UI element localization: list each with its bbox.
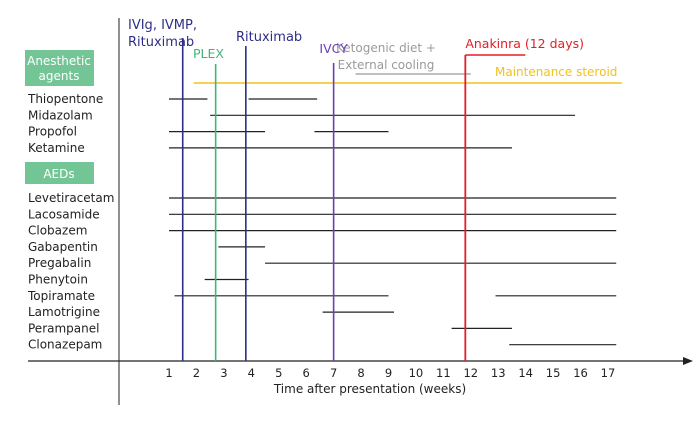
event-label: IVIg, IVMP, <box>128 18 197 33</box>
drug-label: Levetiracetam <box>28 191 114 205</box>
event-label: Rituximab <box>236 30 302 45</box>
drug-label: Lamotrigine <box>28 305 100 319</box>
x-tick-label: 4 <box>248 366 255 380</box>
x-tick-label: 17 <box>601 366 616 380</box>
drug-label: Midazolam <box>28 108 93 122</box>
x-axis-arrowhead <box>683 357 693 365</box>
x-tick-label: 14 <box>518 366 533 380</box>
x-tick-label: 5 <box>275 366 282 380</box>
event-label: Rituximab <box>128 35 194 50</box>
x-tick-label: 11 <box>436 366 451 380</box>
x-tick-label: 9 <box>385 366 392 380</box>
group-box <box>25 162 94 184</box>
drug-label: Pregabalin <box>28 256 91 270</box>
event-label: Anakinra (12 days) <box>465 36 584 51</box>
drug-label: Topiramate <box>27 289 95 303</box>
drug-label: Propofol <box>28 125 77 139</box>
x-tick-label: 2 <box>193 366 200 380</box>
x-tick-label: 1 <box>165 366 172 380</box>
span-label: Ketogenic diet + <box>336 41 436 55</box>
event-label: PLEX <box>193 46 224 61</box>
drug-label: Gabapentin <box>28 240 98 254</box>
x-tick-label: 12 <box>463 366 478 380</box>
group-label: AEDs <box>43 167 74 181</box>
group-label: Anesthetic <box>27 54 91 68</box>
drug-label: Ketamine <box>28 141 85 155</box>
x-tick-label: 10 <box>409 366 424 380</box>
x-tick-label: 15 <box>546 366 561 380</box>
drug-label: Lacosamide <box>28 207 100 221</box>
drug-label: Perampanel <box>28 321 99 335</box>
group-label: agents <box>39 69 80 83</box>
x-tick-label: 6 <box>303 366 310 380</box>
event-label: IVCY <box>319 41 348 56</box>
x-tick-label: 3 <box>220 366 227 380</box>
span-label: External cooling <box>338 58 435 72</box>
x-tick-label: 7 <box>330 366 337 380</box>
x-tick-label: 8 <box>357 366 364 380</box>
drug-label: Clonazepam <box>28 338 102 352</box>
x-axis-label: Time after presentation (weeks) <box>273 382 466 396</box>
group-box <box>25 50 94 86</box>
drug-label: Phenytoin <box>28 273 88 287</box>
span-label: Maintenance steroid <box>495 65 617 79</box>
drug-label: Clobazem <box>28 224 87 238</box>
x-tick-label: 16 <box>573 366 588 380</box>
drug-label: Thiopentone <box>27 92 103 106</box>
x-tick-label: 13 <box>491 366 506 380</box>
